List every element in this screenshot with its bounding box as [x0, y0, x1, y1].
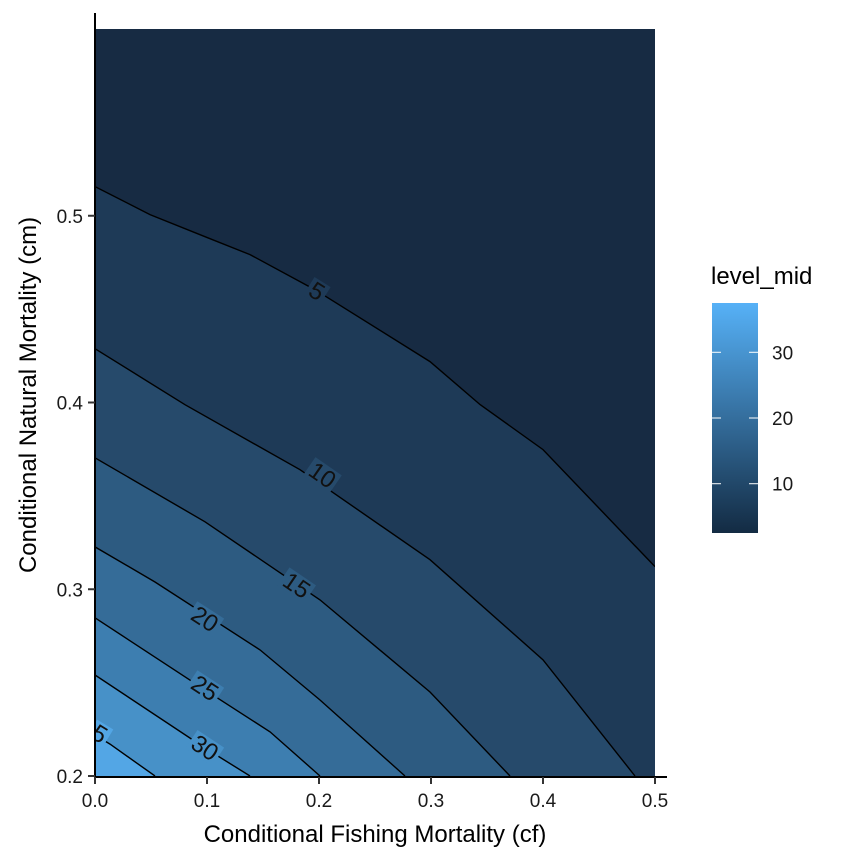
legend-title: level_mid [711, 263, 812, 290]
y-tick-label: 0.5 [57, 207, 83, 228]
legend-tick-label: 20 [772, 409, 793, 430]
legend-tick-label: 30 [772, 343, 793, 364]
x-tick-label: 0.5 [642, 791, 668, 812]
contour-label-gap [302, 457, 342, 494]
x-axis-title: Conditional Fishing Mortality (cf) [204, 821, 547, 848]
x-tick-label: 0.4 [530, 791, 557, 812]
contour-line-25 [95, 617, 321, 776]
x-tick-label: 0.1 [194, 791, 220, 812]
contour-label-gap [185, 670, 225, 707]
x-tick-label: 0.2 [306, 791, 332, 812]
legend-tick-label: 10 [772, 475, 793, 496]
contour-bands [95, 29, 655, 776]
contour-label-gap [95, 719, 114, 749]
contour-label-gap [185, 729, 225, 767]
x-tick-label: 0.0 [82, 791, 108, 812]
legend: level_mid 10 20 30 [711, 263, 812, 533]
legend-ticks: 10 20 30 [712, 343, 793, 496]
contour-label-gap [277, 567, 317, 604]
contour-line-15 [95, 457, 511, 776]
x-tick-label: 0.3 [418, 791, 444, 812]
y-tick-label: 0.3 [57, 580, 83, 601]
y-axis-title: Conditional Natural Mortality (cm) [15, 217, 42, 573]
contour-label-gap [302, 277, 331, 306]
y-tick-label: 0.4 [57, 394, 84, 415]
contour-line-10 [95, 348, 636, 776]
x-axis-ticks: 0.0 0.1 0.2 0.3 0.4 0.5 [82, 777, 668, 812]
contour-label-gap [185, 601, 225, 638]
contour-band-30-35 [95, 674, 251, 776]
contour-line-20 [95, 546, 406, 776]
y-axis-ticks: 0.2 0.3 0.4 0.5 [57, 207, 95, 788]
y-tick-label: 0.2 [57, 767, 83, 788]
